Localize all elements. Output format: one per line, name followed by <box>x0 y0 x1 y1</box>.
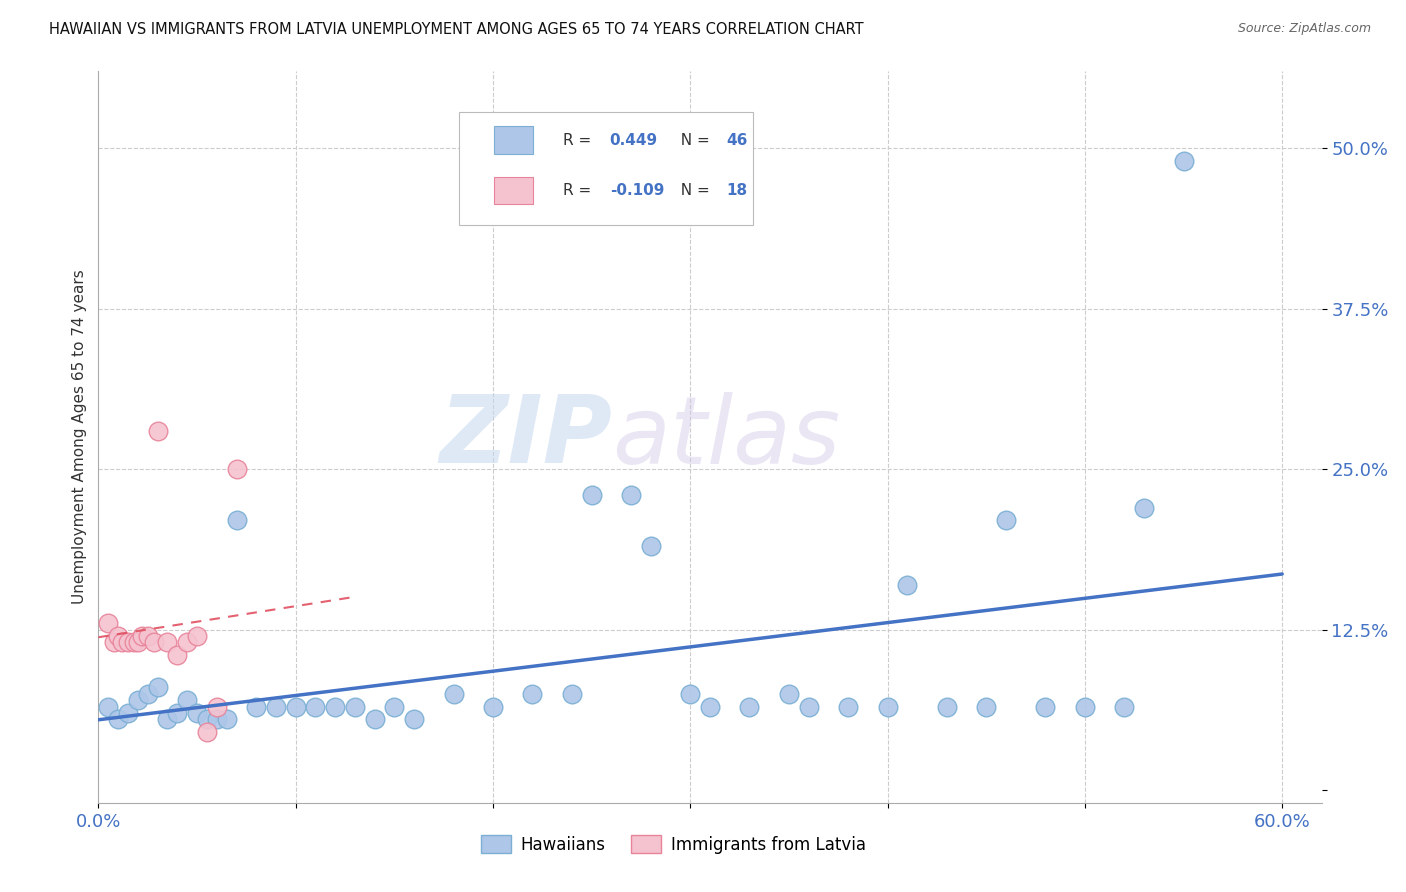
Text: N =: N = <box>671 133 714 147</box>
Point <box>195 712 218 726</box>
Point <box>896 577 918 591</box>
Point <box>186 629 208 643</box>
Text: Source: ZipAtlas.com: Source: ZipAtlas.com <box>1237 22 1371 36</box>
Point <box>1074 699 1097 714</box>
Point <box>146 424 169 438</box>
Point <box>1133 500 1156 515</box>
Point <box>935 699 957 714</box>
Point <box>111 635 134 649</box>
Point <box>103 635 125 649</box>
Legend: Hawaiians, Immigrants from Latvia: Hawaiians, Immigrants from Latvia <box>474 829 873 860</box>
Text: R =: R = <box>564 133 596 147</box>
Point <box>215 712 238 726</box>
Point <box>482 699 505 714</box>
Text: atlas: atlas <box>612 392 841 483</box>
Point <box>245 699 267 714</box>
Point <box>343 699 366 714</box>
Point <box>323 699 346 714</box>
Point <box>797 699 820 714</box>
FancyBboxPatch shape <box>494 177 533 204</box>
Point <box>974 699 997 714</box>
Point <box>156 635 179 649</box>
Text: 0.449: 0.449 <box>610 133 658 147</box>
Point <box>176 635 198 649</box>
Point <box>205 712 228 726</box>
Y-axis label: Unemployment Among Ages 65 to 74 years: Unemployment Among Ages 65 to 74 years <box>72 269 87 605</box>
Point <box>136 629 159 643</box>
Point <box>304 699 326 714</box>
Point <box>1173 154 1195 169</box>
Text: 18: 18 <box>725 183 747 198</box>
Point <box>117 706 139 720</box>
Point <box>117 635 139 649</box>
Point <box>166 706 188 720</box>
Point <box>195 725 218 739</box>
Point <box>225 462 247 476</box>
Point <box>127 635 149 649</box>
Point <box>404 712 426 726</box>
Point <box>679 687 702 701</box>
Point <box>136 687 159 701</box>
FancyBboxPatch shape <box>494 126 533 154</box>
Point <box>382 699 405 714</box>
Point <box>186 706 208 720</box>
Text: N =: N = <box>671 183 714 198</box>
Text: 46: 46 <box>725 133 748 147</box>
Point <box>127 693 149 707</box>
Point <box>443 687 465 701</box>
FancyBboxPatch shape <box>460 112 752 225</box>
Point <box>640 539 662 553</box>
Point <box>522 687 544 701</box>
Text: ZIP: ZIP <box>439 391 612 483</box>
Point <box>146 681 169 695</box>
Point <box>107 712 129 726</box>
Point <box>97 616 120 631</box>
Point <box>1035 699 1057 714</box>
Point <box>107 629 129 643</box>
Point <box>837 699 859 714</box>
Point <box>166 648 188 663</box>
Point <box>122 635 145 649</box>
Text: R =: R = <box>564 183 596 198</box>
Point <box>156 712 179 726</box>
Point <box>561 687 583 701</box>
Point <box>142 635 165 649</box>
Point <box>581 488 603 502</box>
Point <box>205 699 228 714</box>
Point <box>363 712 385 726</box>
Point <box>284 699 307 714</box>
Point <box>876 699 898 714</box>
Point <box>97 699 120 714</box>
Point <box>1114 699 1136 714</box>
Text: -0.109: -0.109 <box>610 183 664 198</box>
Point <box>264 699 287 714</box>
Point <box>176 693 198 707</box>
Point <box>994 514 1017 528</box>
Point <box>131 629 153 643</box>
Point <box>778 687 800 701</box>
Point <box>699 699 721 714</box>
Point <box>738 699 761 714</box>
Text: HAWAIIAN VS IMMIGRANTS FROM LATVIA UNEMPLOYMENT AMONG AGES 65 TO 74 YEARS CORREL: HAWAIIAN VS IMMIGRANTS FROM LATVIA UNEMP… <box>49 22 863 37</box>
Point <box>620 488 643 502</box>
Point <box>225 514 247 528</box>
